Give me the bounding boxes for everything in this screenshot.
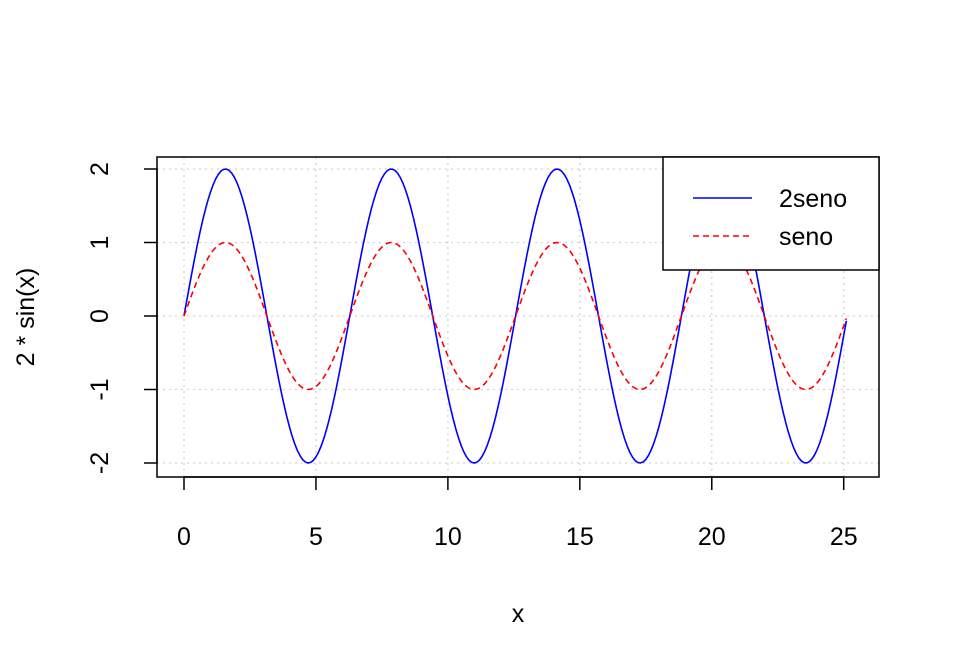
x-tick-label: 20 [698, 523, 726, 551]
y-axis: -2 -1 0 1 2 [86, 162, 158, 474]
series-line-seno [183, 241, 848, 391]
legend-label-2seno: 2seno [779, 185, 847, 213]
y-axis-title: 2 * sin(x) [12, 268, 40, 367]
legend-label-seno: seno [779, 223, 833, 251]
x-tick-label: 0 [177, 523, 191, 551]
x-tick-label: 10 [434, 523, 462, 551]
y-tick-label: -1 [86, 378, 114, 400]
x-axis: 0 5 10 15 20 25 [177, 476, 858, 551]
y-tick-label: 2 [86, 162, 114, 176]
x-tick-label: 15 [566, 523, 594, 551]
legend-box [662, 156, 880, 271]
x-axis-title: x [512, 600, 525, 628]
y-tick-label: 1 [86, 236, 114, 250]
legend: 2seno seno [662, 156, 880, 271]
x-tick-label: 5 [309, 523, 323, 551]
y-tick-label: 0 [86, 309, 114, 323]
y-tick-label: -2 [86, 452, 114, 474]
x-tick-label: 25 [830, 523, 858, 551]
